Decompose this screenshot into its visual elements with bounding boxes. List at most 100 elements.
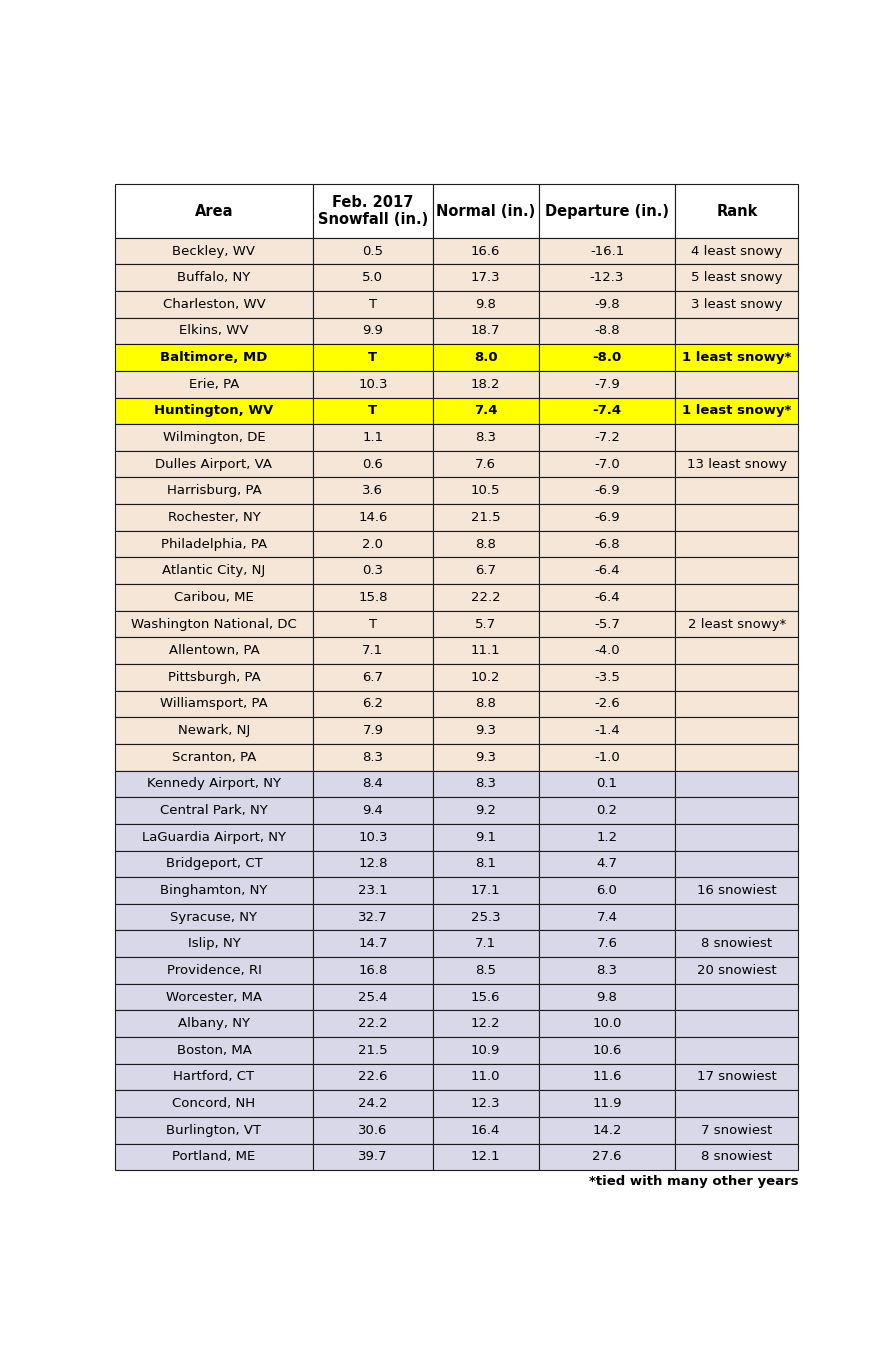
Bar bbox=[539, 665, 675, 691]
Text: 20 snowiest: 20 snowiest bbox=[697, 964, 777, 977]
Text: 6.0: 6.0 bbox=[597, 884, 617, 898]
Bar bbox=[675, 1091, 798, 1117]
Bar bbox=[539, 584, 675, 610]
Bar bbox=[313, 877, 433, 904]
Text: Dulles Airport, VA: Dulles Airport, VA bbox=[155, 458, 273, 471]
Text: -12.3: -12.3 bbox=[590, 271, 625, 285]
Bar bbox=[675, 824, 798, 850]
Text: T: T bbox=[368, 351, 378, 364]
Bar bbox=[675, 424, 798, 451]
Text: 1.2: 1.2 bbox=[596, 831, 617, 843]
Bar bbox=[115, 1144, 313, 1170]
Bar bbox=[313, 557, 433, 584]
Bar bbox=[675, 983, 798, 1011]
Bar bbox=[539, 504, 675, 531]
Text: -6.8: -6.8 bbox=[594, 538, 620, 550]
Text: 10.6: 10.6 bbox=[593, 1043, 622, 1057]
Text: 23.1: 23.1 bbox=[358, 884, 388, 898]
Text: 14.7: 14.7 bbox=[358, 937, 388, 951]
Text: 4.7: 4.7 bbox=[597, 857, 617, 870]
Bar bbox=[675, 904, 798, 930]
Text: Washington National, DC: Washington National, DC bbox=[131, 617, 297, 631]
Bar bbox=[433, 424, 539, 451]
Bar bbox=[675, 718, 798, 744]
Bar bbox=[675, 531, 798, 557]
Bar bbox=[539, 184, 675, 238]
Text: Syracuse, NY: Syracuse, NY bbox=[170, 911, 257, 923]
Bar bbox=[539, 824, 675, 850]
Bar bbox=[115, 1036, 313, 1064]
Text: -7.0: -7.0 bbox=[594, 458, 620, 471]
Text: Feb. 2017
Snowfall (in.): Feb. 2017 Snowfall (in.) bbox=[318, 195, 428, 227]
Bar bbox=[539, 424, 675, 451]
Bar bbox=[675, 184, 798, 238]
Bar bbox=[433, 531, 539, 557]
Text: 11.0: 11.0 bbox=[471, 1071, 501, 1084]
Text: 7.1: 7.1 bbox=[475, 937, 496, 951]
Bar bbox=[115, 771, 313, 797]
Text: 7.6: 7.6 bbox=[475, 458, 496, 471]
Bar bbox=[675, 637, 798, 665]
Bar bbox=[433, 1144, 539, 1170]
Text: 7.9: 7.9 bbox=[363, 725, 383, 737]
Text: 12.1: 12.1 bbox=[470, 1151, 501, 1163]
Bar bbox=[313, 1144, 433, 1170]
Bar bbox=[539, 691, 675, 718]
Bar bbox=[539, 264, 675, 291]
Text: Williamsport, PA: Williamsport, PA bbox=[160, 697, 268, 711]
Bar bbox=[675, 504, 798, 531]
Text: 8 snowiest: 8 snowiest bbox=[701, 937, 772, 951]
Bar bbox=[539, 797, 675, 824]
Text: -1.0: -1.0 bbox=[594, 750, 620, 764]
Bar bbox=[539, 398, 675, 424]
Bar bbox=[433, 345, 539, 370]
Text: 22.2: 22.2 bbox=[470, 591, 501, 603]
Text: 10.3: 10.3 bbox=[358, 377, 388, 391]
Text: 6.2: 6.2 bbox=[363, 697, 383, 711]
Bar bbox=[675, 264, 798, 291]
Text: Central Park, NY: Central Park, NY bbox=[160, 804, 268, 817]
Bar bbox=[115, 957, 313, 983]
Text: 12.3: 12.3 bbox=[470, 1098, 501, 1110]
Text: T: T bbox=[369, 617, 377, 631]
Bar bbox=[433, 771, 539, 797]
Bar bbox=[433, 1036, 539, 1064]
Text: Baltimore, MD: Baltimore, MD bbox=[160, 351, 267, 364]
Text: 32.7: 32.7 bbox=[358, 911, 388, 923]
Bar bbox=[539, 904, 675, 930]
Bar bbox=[115, 1011, 313, 1036]
Bar bbox=[675, 370, 798, 398]
Bar bbox=[539, 1091, 675, 1117]
Bar bbox=[433, 451, 539, 478]
Text: 15.8: 15.8 bbox=[358, 591, 388, 603]
Text: -9.8: -9.8 bbox=[594, 298, 620, 311]
Bar bbox=[433, 824, 539, 850]
Text: 11.6: 11.6 bbox=[593, 1071, 622, 1084]
Bar bbox=[313, 1036, 433, 1064]
Text: 0.3: 0.3 bbox=[363, 564, 383, 577]
Text: -1.4: -1.4 bbox=[594, 725, 620, 737]
Text: 9.3: 9.3 bbox=[475, 750, 496, 764]
Text: 11.1: 11.1 bbox=[470, 644, 501, 658]
Text: 25.4: 25.4 bbox=[358, 990, 388, 1004]
Text: Charleston, WV: Charleston, WV bbox=[162, 298, 266, 311]
Bar bbox=[675, 1117, 798, 1144]
Bar bbox=[675, 957, 798, 983]
Bar bbox=[115, 983, 313, 1011]
Bar bbox=[115, 877, 313, 904]
Bar bbox=[115, 1064, 313, 1091]
Bar bbox=[675, 1144, 798, 1170]
Bar bbox=[115, 797, 313, 824]
Bar bbox=[115, 904, 313, 930]
Bar bbox=[539, 957, 675, 983]
Bar bbox=[433, 1117, 539, 1144]
Bar bbox=[433, 317, 539, 345]
Bar bbox=[675, 451, 798, 478]
Bar bbox=[539, 1144, 675, 1170]
Text: Islip, NY: Islip, NY bbox=[188, 937, 241, 951]
Bar bbox=[539, 531, 675, 557]
Text: 15.6: 15.6 bbox=[471, 990, 501, 1004]
Text: 25.3: 25.3 bbox=[470, 911, 501, 923]
Text: 3 least snowy: 3 least snowy bbox=[691, 298, 782, 311]
Bar bbox=[539, 771, 675, 797]
